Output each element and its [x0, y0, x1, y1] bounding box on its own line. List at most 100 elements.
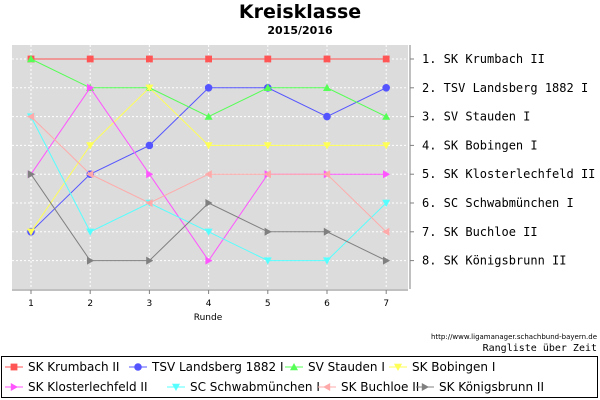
legend-swatch — [416, 383, 434, 391]
data-point — [146, 256, 154, 265]
data-point — [382, 112, 391, 120]
data-point — [382, 227, 390, 236]
x-tick-label: 4 — [206, 299, 212, 309]
axes: 1 2 3 4 5 6 7 — [12, 45, 414, 309]
legend-swatch — [129, 363, 147, 371]
rank-label: 7. SK Buchloe II — [422, 225, 538, 239]
data-point — [86, 55, 94, 63]
legend-label: SK Krumbach II — [28, 360, 120, 374]
data-point — [383, 256, 391, 265]
legend-item: SK Buchloe II — [317, 377, 419, 397]
legend-item: SK Königsbrunn II — [415, 377, 544, 397]
data-point — [263, 142, 272, 150]
data-point — [145, 141, 154, 150]
data-point — [382, 55, 390, 63]
data-point — [204, 84, 213, 92]
plot-background — [12, 45, 408, 289]
legend-marker — [10, 363, 18, 371]
legend-item: SC Schwabmünchen I — [166, 377, 320, 397]
data-point — [146, 170, 154, 179]
rank-labels: 1. SK Krumbach II 2. TSV Landsberg 1882 I… — [422, 52, 595, 268]
legend-marker — [394, 363, 402, 371]
data-point — [146, 55, 153, 63]
legend-label: SK Klosterlechfeld II — [28, 380, 148, 394]
data-point — [204, 228, 213, 236]
data-point — [204, 142, 213, 150]
legend-label: SK Bobingen I — [412, 360, 496, 374]
legend-item: TSV Landsberg 1882 I — [128, 357, 284, 377]
data-point — [205, 256, 213, 265]
legend-label: SV Stauden I — [308, 360, 385, 374]
data-point — [382, 142, 391, 150]
data-point — [205, 55, 212, 63]
data-point — [263, 170, 271, 179]
series-7 — [27, 112, 390, 236]
rank-label: 5. SK Klosterlechfeld II — [422, 167, 595, 181]
data-point — [382, 84, 391, 92]
rank-label: 8. SK Königsbrunn II — [422, 254, 567, 268]
series-4 — [27, 84, 391, 236]
legend-label: SC Schwabmünchen I — [190, 380, 320, 394]
x-tick-label: 3 — [147, 299, 153, 309]
legend-marker — [134, 363, 142, 371]
data-point — [27, 228, 35, 236]
chart-subtitle: 2015/2016 — [267, 24, 333, 37]
rank-label: 1. SK Krumbach II — [422, 52, 545, 66]
legend-item: SK Krumbach II — [4, 357, 119, 377]
ranking-caption: Rangliste über Zeit — [482, 343, 597, 354]
legend-label: SK Königsbrunn II — [439, 380, 544, 394]
legend-marker — [290, 363, 298, 371]
chart-title: Kreisklasse — [238, 1, 362, 23]
series-lines — [27, 55, 391, 265]
rank-label: 2. TSV Landsberg 1882 I — [422, 81, 588, 95]
rank-label: 4. SK Bobingen I — [422, 138, 538, 152]
legend-item: SK Bobingen I — [388, 357, 495, 377]
legend-swatch — [5, 363, 23, 371]
data-point — [383, 170, 391, 179]
rank-label: 3. SV Stauden I — [422, 110, 530, 124]
data-point — [27, 170, 35, 179]
rank-label: 6. SC Schwabmünchen I — [422, 196, 574, 210]
x-tick-label: 6 — [324, 299, 330, 309]
legend-item: SK Klosterlechfeld II — [4, 377, 148, 397]
data-point — [323, 227, 331, 236]
legend-swatch — [167, 383, 185, 391]
data-point — [263, 83, 272, 91]
data-point — [86, 142, 95, 150]
data-point — [86, 170, 94, 179]
series-8 — [27, 170, 391, 265]
data-point — [27, 112, 35, 121]
x-tick-label: 2 — [87, 299, 93, 309]
data-point — [204, 112, 213, 120]
data-point — [323, 55, 331, 63]
data-point — [323, 142, 331, 150]
x-axis-label: Runde — [193, 313, 223, 323]
data-point — [323, 83, 331, 91]
data-point — [86, 228, 95, 236]
data-point — [323, 112, 331, 121]
data-point — [264, 227, 272, 236]
data-point — [264, 55, 272, 63]
data-point — [87, 256, 95, 265]
data-point — [145, 84, 154, 92]
data-point — [323, 170, 331, 179]
data-point — [145, 199, 153, 207]
legend-item: SV Stauden I — [284, 357, 385, 377]
data-point — [382, 199, 391, 207]
legend-marker — [323, 383, 331, 391]
x-tick-label: 7 — [383, 299, 389, 309]
data-point — [263, 257, 272, 265]
data-point — [205, 199, 213, 207]
data-point — [323, 257, 331, 265]
legend-marker — [421, 383, 429, 391]
x-tick-label: 1 — [28, 299, 34, 309]
legend-swatch — [389, 363, 407, 371]
data-point — [27, 55, 35, 63]
legend-swatch — [5, 383, 23, 391]
legend-marker — [172, 383, 180, 391]
legend-swatch — [285, 363, 303, 371]
legend-label: SK Buchloe II — [341, 380, 420, 394]
data-point — [204, 170, 212, 179]
legend: SK Krumbach II TSV Landsberg 1882 I SV Sta… — [1, 356, 598, 398]
source-url: http://www.ligamanager.schachbund-bayern… — [430, 333, 597, 341]
